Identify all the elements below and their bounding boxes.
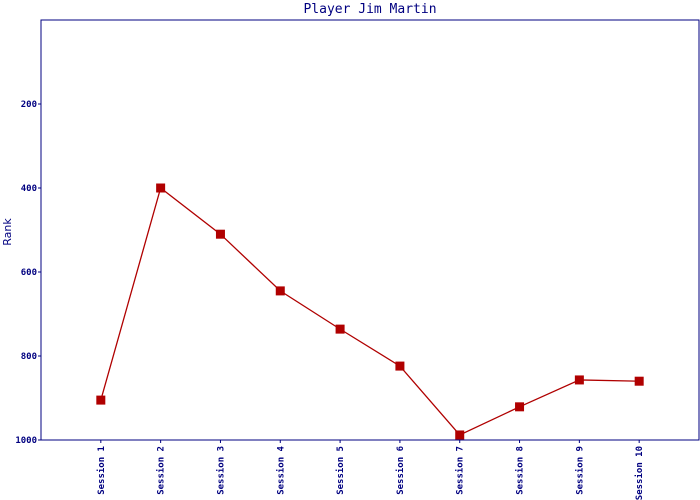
- x-tick-label: Session 3: [215, 446, 226, 495]
- x-tick-label: Session 7: [455, 446, 466, 495]
- y-tick-label: 600: [21, 268, 37, 278]
- y-tick-label: 800: [21, 352, 37, 362]
- point-marker: [455, 430, 465, 440]
- point-marker: [275, 286, 285, 296]
- x-tick-label: Session 2: [156, 446, 167, 495]
- chart-title: Player Jim Martin: [303, 2, 436, 17]
- point-marker: [634, 376, 644, 386]
- y-tick-label: 1000: [15, 436, 37, 446]
- plot-frame: [40, 19, 700, 441]
- point-marker: [515, 402, 525, 412]
- x-tick-label: Session 10: [634, 446, 645, 500]
- x-tick-label: Session 4: [275, 445, 286, 494]
- y-axis-label: Rank: [1, 218, 14, 246]
- y-tick-label: 400: [21, 184, 37, 194]
- x-tick-label: Session 1: [96, 446, 107, 495]
- point-marker: [96, 395, 106, 405]
- series-line: [100, 186, 640, 436]
- point-marker: [156, 183, 166, 193]
- point-marker: [215, 229, 225, 239]
- x-tick-label: Session 6: [395, 446, 406, 495]
- point-marker: [335, 324, 345, 334]
- point-marker: [574, 375, 584, 385]
- x-tick-label: Session 9: [574, 446, 585, 495]
- y-tick-label: 200: [21, 100, 37, 110]
- x-tick-label: Session 8: [515, 446, 526, 495]
- point-marker: [395, 361, 405, 371]
- x-tick-label: Session 5: [335, 446, 346, 495]
